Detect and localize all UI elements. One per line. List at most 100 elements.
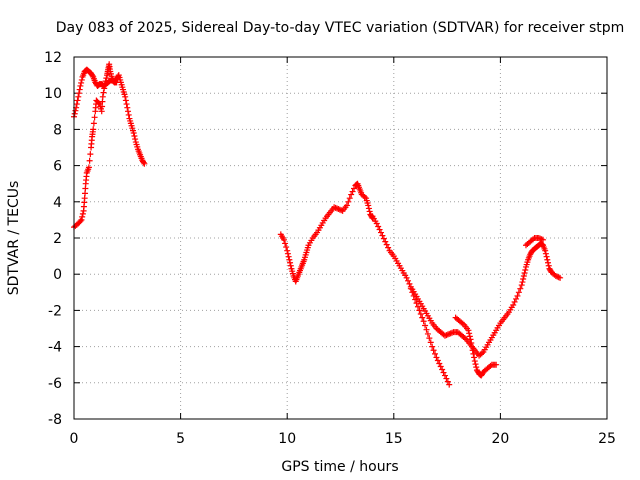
data-point — [426, 335, 433, 342]
y-tick-label: 6 — [53, 159, 62, 175]
data-point — [77, 82, 84, 89]
data-point — [439, 366, 446, 373]
data-point — [511, 298, 518, 305]
y-tick-label: -4 — [48, 340, 62, 356]
data-point — [282, 240, 289, 247]
y-tick-label: -2 — [48, 303, 62, 319]
axis-ticks: 0 5 10 15 20 25 -8 -6 -4 -2 0 2 4 6 8 10 12 — [44, 50, 616, 447]
data-point — [90, 120, 97, 127]
data-point — [493, 361, 500, 368]
data-point — [75, 90, 82, 97]
data-point — [113, 79, 120, 86]
data-point — [444, 378, 451, 385]
data-point — [78, 79, 85, 86]
data-point — [351, 185, 358, 192]
data-point — [469, 347, 476, 354]
data-point — [422, 322, 429, 329]
data-point — [420, 318, 427, 325]
data-point — [122, 97, 129, 104]
data-point — [446, 381, 453, 388]
data-point — [287, 262, 294, 269]
y-tick-label: 0 — [53, 267, 62, 283]
data-point — [430, 347, 437, 354]
data-point — [521, 269, 528, 276]
y-tick-label: -8 — [48, 412, 62, 428]
data-point — [95, 99, 102, 106]
data-points — [71, 61, 564, 388]
data-point — [410, 292, 417, 299]
data-point — [85, 164, 92, 171]
y-tick-label: 8 — [53, 122, 62, 138]
data-point — [515, 289, 522, 296]
data-point — [79, 213, 86, 220]
data-point — [441, 372, 448, 379]
data-point — [79, 210, 86, 217]
data-point — [434, 357, 441, 364]
data-point — [73, 101, 80, 108]
data-point — [123, 101, 130, 108]
x-tick-label: 0 — [70, 431, 79, 447]
data-point — [538, 236, 545, 243]
plot-frame — [73, 56, 608, 420]
data-point — [406, 280, 413, 287]
data-point — [99, 93, 106, 100]
data-point — [424, 330, 431, 337]
data-point — [124, 104, 131, 111]
data-point — [518, 282, 525, 289]
data-point — [103, 75, 110, 82]
data-point — [522, 266, 529, 273]
data-point — [443, 375, 450, 382]
data-point — [466, 333, 473, 340]
data-point — [470, 350, 477, 357]
data-point — [407, 285, 414, 292]
data-point — [471, 354, 478, 361]
data-point — [91, 114, 98, 121]
data-point — [284, 247, 291, 254]
data-point — [141, 160, 148, 167]
data-point — [78, 76, 85, 83]
data-point — [346, 195, 353, 202]
data-point — [417, 311, 424, 318]
data-point — [373, 220, 380, 227]
data-point — [414, 303, 421, 310]
data-point — [513, 295, 520, 302]
data-point — [557, 274, 564, 281]
data-point — [375, 223, 382, 230]
data-point — [542, 250, 549, 257]
data-point — [76, 86, 83, 93]
data-point — [74, 97, 81, 104]
data-point — [544, 256, 551, 263]
data-point — [130, 130, 137, 137]
data-point — [72, 107, 79, 114]
y-tick-label: 4 — [53, 195, 62, 211]
data-point — [427, 339, 434, 346]
data-point — [343, 202, 350, 209]
y-tick-label: 10 — [44, 86, 62, 102]
data-point — [520, 273, 527, 280]
data-point — [78, 216, 85, 223]
series-segment-7 — [522, 235, 547, 249]
data-point — [90, 126, 97, 133]
data-point — [537, 235, 544, 242]
data-point — [432, 350, 439, 357]
data-point — [419, 314, 426, 321]
data-point — [510, 301, 517, 308]
y-axis-label: SDTVAR / TECUs — [6, 181, 22, 296]
data-point — [283, 244, 290, 251]
data-point — [366, 208, 373, 215]
data-point — [284, 250, 291, 257]
data-point — [287, 259, 294, 266]
data-point — [545, 259, 552, 266]
data-point — [514, 292, 521, 299]
data-point — [131, 133, 138, 140]
series-segment-1 — [71, 61, 148, 231]
data-point — [382, 238, 389, 245]
data-point — [132, 136, 139, 143]
data-point — [468, 339, 475, 346]
series-segment-2 — [71, 66, 120, 120]
x-tick-label: 20 — [491, 431, 509, 447]
data-point — [543, 253, 550, 260]
chart-title: Day 083 of 2025, Sidereal Day-to-day VTE… — [56, 20, 625, 36]
data-point — [365, 202, 372, 209]
data-point — [89, 72, 96, 79]
